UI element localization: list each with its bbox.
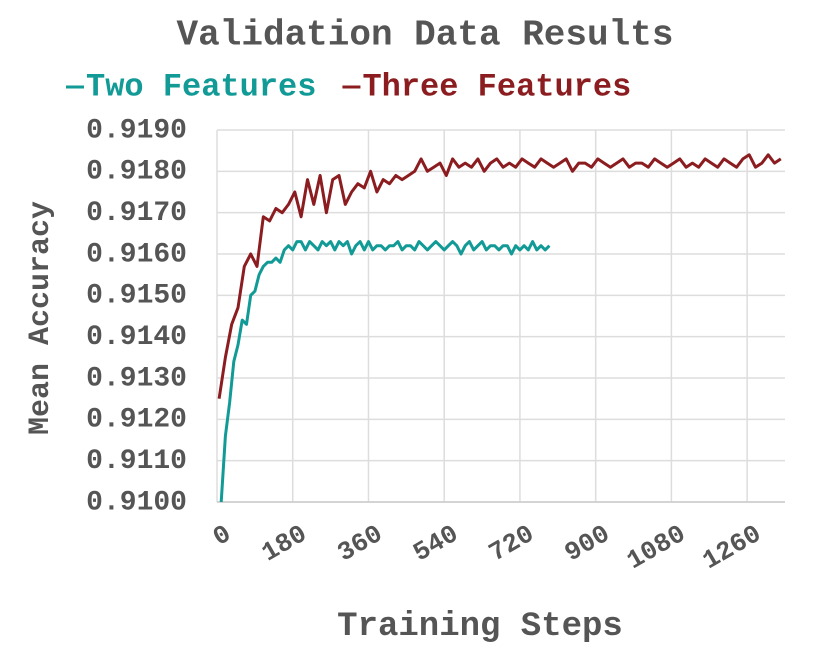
x-tick-label: 0 [208, 519, 237, 553]
y-tick-label: 0.9140 [86, 322, 187, 353]
x-tick-label: 1080 [622, 519, 691, 576]
x-tick-label: 900 [560, 519, 616, 568]
y-tick-label: 0.9150 [86, 281, 187, 312]
y-axis-label: Mean Accuracy [24, 201, 58, 435]
series-line [217, 153, 782, 399]
y-tick-label: 0.9160 [86, 239, 187, 270]
x-axis-label: Training Steps [337, 608, 623, 646]
x-tick-label: 540 [408, 519, 464, 568]
y-tick-label: 0.9190 [86, 115, 187, 146]
y-tick-label: 0.9170 [86, 198, 187, 229]
x-tick-label: 360 [332, 519, 388, 568]
y-tick-label: 0.9130 [86, 363, 187, 394]
series-line [219, 240, 551, 503]
chart-title: Validation Data Results [177, 15, 674, 56]
x-tick-label: 720 [484, 519, 540, 568]
legend-label: Two Features [86, 68, 316, 105]
x-tick-label: 180 [257, 519, 313, 568]
y-tick-label: 0.9110 [86, 446, 187, 477]
y-tick-label: 0.9100 [86, 487, 187, 518]
x-tick-label: 1260 [698, 519, 767, 576]
y-tick-label: 0.9120 [86, 405, 187, 436]
legend-label: Three Features [362, 68, 631, 105]
y-tick-label: 0.9180 [86, 157, 187, 188]
